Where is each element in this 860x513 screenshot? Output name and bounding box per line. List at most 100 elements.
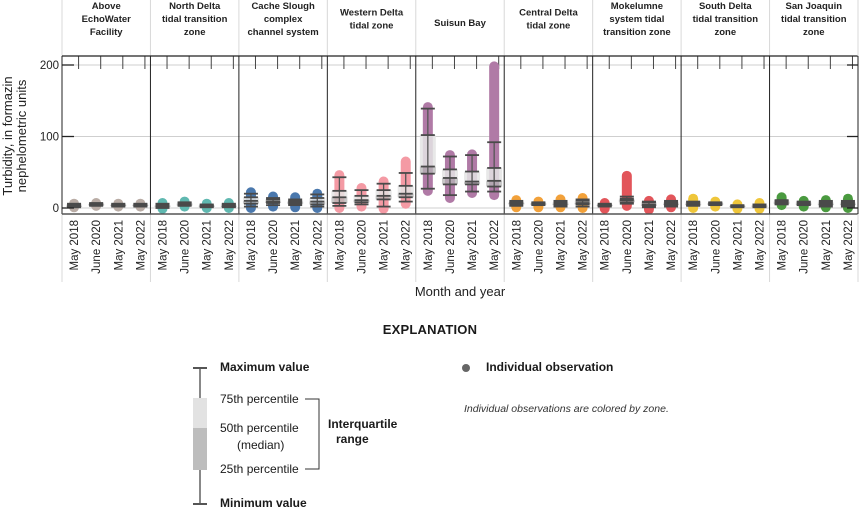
zone-title: Cache Slough <box>251 1 315 12</box>
legend-p50-label: 50th percentile <box>220 421 299 435</box>
box-2 <box>110 198 127 212</box>
box-0 <box>685 193 702 213</box>
y-tick-label: 0 <box>53 203 59 215</box>
box-2 <box>640 195 657 215</box>
x-tick-label: May 2022 <box>489 220 501 271</box>
box-1 <box>353 182 370 212</box>
x-tick-label: May 2018 <box>423 220 435 271</box>
zone-title: Mokelumne <box>611 1 663 12</box>
zone-title: San Joaquin <box>786 1 843 12</box>
zone-title: South Delta <box>699 1 752 12</box>
x-tick-label: June 2020 <box>799 220 811 274</box>
box-3 <box>574 192 591 213</box>
box-2 <box>817 195 834 213</box>
y-axis: 0 100 200 <box>40 60 858 215</box>
legend-iqr-label-1: Interquartile <box>328 417 398 431</box>
box-2 <box>287 192 304 213</box>
legend-max-label: Maximum value <box>220 360 310 374</box>
box-3 <box>486 61 503 201</box>
x-tick-label: June 2020 <box>268 220 280 274</box>
legend-observation-label: Individual observation <box>486 360 614 374</box>
zone-title: Suisun Bay <box>434 18 486 29</box>
zone-title: zone <box>715 27 737 38</box>
zone-title: tidal transition <box>693 14 759 25</box>
box-3 <box>132 198 149 212</box>
zone-panel: North Delta tidal transition zone May 2018 J… <box>149 0 237 282</box>
box-0 <box>242 187 259 213</box>
x-tick-label: June 2020 <box>622 220 634 274</box>
x-tick-label: May 2018 <box>69 220 81 271</box>
observation-points <box>621 170 632 211</box>
zone-title: tidal zone <box>527 21 571 32</box>
x-tick-label: May 2021 <box>556 220 568 271</box>
x-tick-label: May 2021 <box>467 220 479 271</box>
legend-p50-sub: (median) <box>237 438 285 452</box>
box-0 <box>419 102 436 196</box>
box-0 <box>773 192 790 211</box>
x-axis-title: Month and year <box>415 284 506 299</box>
box-1 <box>441 150 458 203</box>
box-3 <box>220 197 237 213</box>
zone-panel: Above EchoWater Facility May 2018 June 2020 M… <box>61 0 149 282</box>
zone-panel: Mokelumne system tidal transition zone May … <box>592 0 680 282</box>
x-tick-label: May 2022 <box>224 220 236 271</box>
x-tick-label: June 2020 <box>357 220 369 274</box>
y-axis-title-line-1: Turbidity, in formazin <box>0 76 15 195</box>
box-3 <box>309 188 326 213</box>
zone-title: Above <box>92 1 121 12</box>
zone-title: tidal zone <box>350 21 394 32</box>
zone-title: tidal transition <box>162 14 228 25</box>
x-tick-label: June 2020 <box>710 220 722 274</box>
y-axis-title: Turbidity, in formazin nephelometric uni… <box>0 76 29 195</box>
x-tick-label: June 2020 <box>533 220 545 274</box>
x-tick-label: June 2020 <box>180 220 192 274</box>
x-tick-label: May 2021 <box>821 220 833 271</box>
box-1 <box>265 191 282 212</box>
x-tick-label: May 2021 <box>379 220 391 271</box>
x-tick-label: May 2022 <box>312 220 324 271</box>
legend-p25-label: 25th percentile <box>220 462 299 476</box>
box-3 <box>839 193 856 213</box>
zone-title: channel system <box>247 27 318 38</box>
legend-lower-iqr <box>193 428 207 470</box>
zone-title: Western Delta <box>340 8 404 19</box>
legend-observation-dot <box>462 364 470 372</box>
x-tick-label: May 2018 <box>511 220 523 271</box>
zone-title: zone <box>803 27 825 38</box>
legend-min-label: Minimum value <box>220 496 307 510</box>
zone-panel: Western Delta tidal zone May 2018 June 2020… <box>326 0 414 282</box>
zone-title: system tidal <box>609 14 664 25</box>
zone-title: zone <box>184 27 206 38</box>
legend-iqr-label-2: range <box>336 432 369 446</box>
x-tick-label: June 2020 <box>91 220 103 274</box>
observation-points <box>489 61 500 201</box>
y-axis-title-line-2: nephelometric units <box>14 79 29 192</box>
box-1 <box>88 197 105 211</box>
box-3 <box>397 156 414 209</box>
y-tick-label: 100 <box>40 132 59 144</box>
box-2 <box>198 198 215 213</box>
box-2 <box>729 199 746 214</box>
x-tick-label: May 2021 <box>732 220 744 271</box>
x-tick-label: May 2018 <box>777 220 789 271</box>
box-1 <box>176 196 193 212</box>
x-tick-label: May 2022 <box>755 220 767 271</box>
zone-panel: Central Delta tidal zone May 2018 June 2020… <box>503 0 591 282</box>
turbidity-box-plot: Turbidity, in formazin nephelometric uni… <box>0 0 859 299</box>
zone-title: complex <box>264 14 303 25</box>
zone-title: transition zone <box>603 27 671 38</box>
x-tick-label: May 2022 <box>666 220 678 271</box>
x-tick-label: May 2021 <box>113 220 125 271</box>
box-0 <box>331 170 348 213</box>
legend-iqr-bracket <box>305 398 320 470</box>
x-tick-label: May 2018 <box>688 220 700 271</box>
x-tick-label: May 2021 <box>202 220 214 271</box>
box-2 <box>552 194 569 213</box>
box-2 <box>464 149 481 198</box>
x-tick-label: May 2021 <box>290 220 302 271</box>
zone-title: North Delta <box>169 1 221 12</box>
legend-p75-label: 75th percentile <box>220 392 299 406</box>
x-tick-label: May 2018 <box>246 220 258 271</box>
zone-title: EchoWater <box>82 14 132 25</box>
